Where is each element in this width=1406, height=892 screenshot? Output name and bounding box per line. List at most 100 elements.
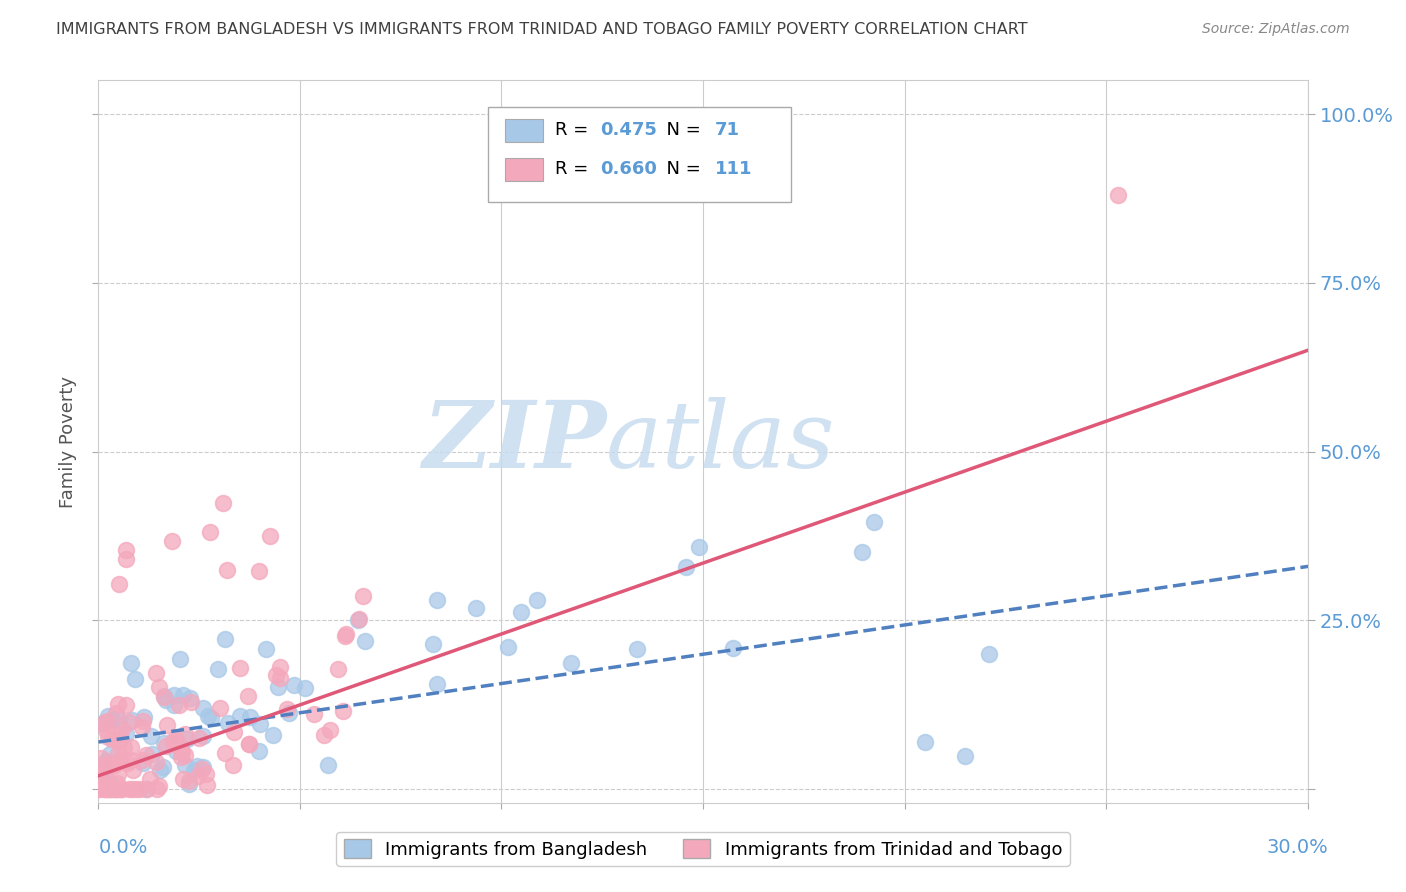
Point — [139, 729, 162, 743]
Point — [294, 681, 316, 695]
Point — [247, 744, 270, 758]
Point — [125, 782, 148, 797]
Point — [167, 698, 190, 712]
Point — [314, 728, 336, 742]
Point — [247, 564, 270, 578]
Point — [316, 757, 339, 772]
Point — [863, 515, 886, 529]
Point — [105, 782, 128, 797]
Point — [163, 688, 186, 702]
Point — [249, 717, 271, 731]
Text: atlas: atlas — [606, 397, 835, 486]
Point — [214, 746, 236, 760]
Point — [264, 668, 287, 682]
Point — [93, 716, 115, 731]
Point — [108, 754, 131, 768]
Point — [422, 637, 444, 651]
Point — [207, 662, 229, 676]
Point — [675, 559, 697, 574]
Point — [326, 663, 349, 677]
Point — [107, 727, 129, 741]
Point — [186, 758, 208, 772]
Point — [238, 737, 260, 751]
Point — [187, 731, 209, 746]
Point — [721, 641, 744, 656]
Point — [215, 563, 238, 577]
Point — [229, 709, 252, 723]
Point — [162, 698, 184, 713]
Point — [236, 690, 259, 704]
Point — [107, 577, 129, 591]
Point — [132, 714, 155, 729]
Point — [176, 731, 198, 746]
Point — [266, 680, 288, 694]
Point — [94, 767, 117, 781]
Point — [121, 782, 143, 797]
Point — [977, 647, 1000, 661]
Point — [173, 747, 195, 762]
Point — [426, 593, 449, 607]
Text: N =: N = — [655, 161, 706, 178]
Point — [333, 629, 356, 643]
Point — [98, 782, 121, 797]
Point — [145, 756, 167, 770]
Point — [191, 763, 214, 777]
Point — [173, 688, 195, 702]
Point — [131, 756, 153, 770]
Point — [228, 661, 250, 675]
Point — [174, 758, 197, 772]
Text: ZIP: ZIP — [422, 397, 606, 486]
Point — [115, 726, 138, 740]
Text: R =: R = — [555, 161, 595, 178]
Point — [626, 641, 648, 656]
Point — [194, 767, 217, 781]
Point — [197, 709, 219, 723]
Point — [170, 750, 193, 764]
Point — [496, 640, 519, 654]
Point — [98, 782, 121, 797]
Point — [132, 709, 155, 723]
Point — [155, 739, 177, 754]
Point — [108, 782, 131, 797]
Point — [121, 714, 143, 728]
Point — [510, 605, 533, 619]
Point — [238, 737, 260, 751]
Legend: Immigrants from Bangladesh, Immigrants from Trinidad and Tobago: Immigrants from Bangladesh, Immigrants f… — [336, 832, 1070, 866]
Point — [98, 747, 121, 761]
Point — [153, 689, 176, 703]
Point — [115, 551, 138, 566]
Point — [108, 735, 131, 749]
Point — [304, 706, 326, 721]
Point — [149, 764, 172, 778]
Point — [105, 706, 128, 721]
Point — [222, 758, 245, 772]
Point — [136, 782, 159, 797]
Point — [107, 734, 129, 748]
Point — [152, 760, 174, 774]
Point — [172, 746, 194, 760]
Point — [96, 782, 118, 797]
Point — [162, 533, 184, 548]
Point — [180, 695, 202, 709]
Point — [90, 772, 112, 787]
Point — [110, 782, 132, 797]
Point — [111, 782, 134, 797]
Point — [238, 710, 260, 724]
Point — [105, 775, 128, 789]
Point — [124, 673, 146, 687]
Point — [107, 697, 129, 711]
Point — [103, 758, 125, 772]
Point — [200, 711, 222, 725]
Point — [135, 747, 157, 762]
Point — [104, 782, 127, 797]
Text: 71: 71 — [716, 121, 740, 139]
Point — [465, 601, 488, 615]
Y-axis label: Family Poverty: Family Poverty — [59, 376, 77, 508]
Point — [139, 772, 162, 786]
Text: 30.0%: 30.0% — [1267, 838, 1329, 857]
Point — [97, 730, 120, 744]
Point — [166, 735, 188, 749]
Point — [177, 773, 200, 788]
Point — [256, 642, 278, 657]
Point — [191, 729, 214, 743]
